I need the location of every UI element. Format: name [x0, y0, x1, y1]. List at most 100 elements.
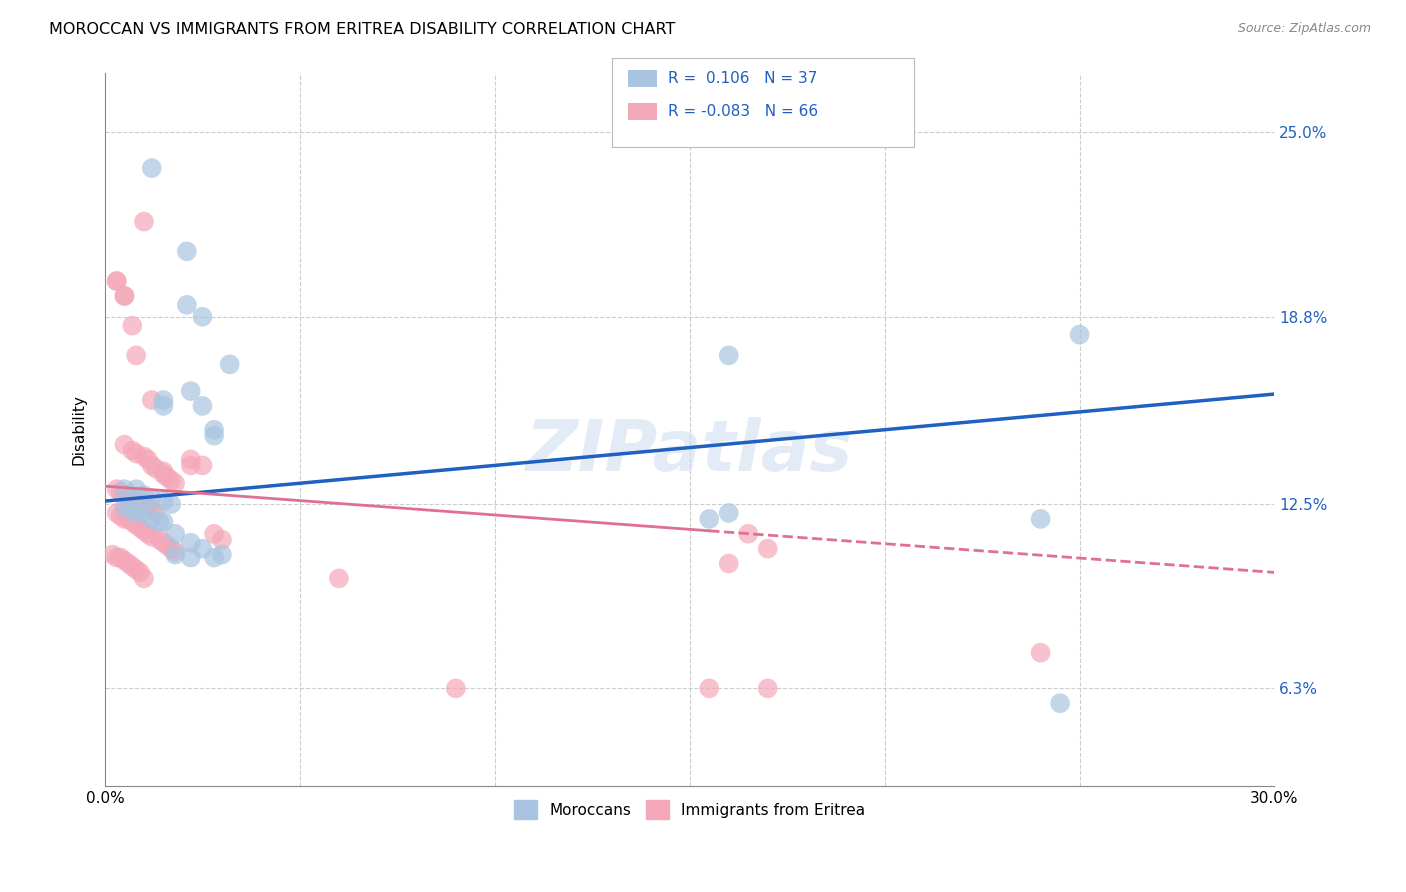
- Point: [110, 485, 132, 500]
- Point: [114, 512, 136, 526]
- Point: [180, 458, 202, 473]
- Text: R = -0.083   N = 66: R = -0.083 N = 66: [668, 104, 818, 119]
- Point: [114, 482, 136, 496]
- Point: [180, 550, 202, 565]
- Point: [136, 526, 159, 541]
- Point: [160, 497, 183, 511]
- Point: [141, 161, 163, 175]
- Point: [132, 214, 155, 228]
- Point: [165, 526, 187, 541]
- Point: [121, 515, 143, 529]
- Text: MOROCCAN VS IMMIGRANTS FROM ERITREA DISABILITY CORRELATION CHART: MOROCCAN VS IMMIGRANTS FROM ERITREA DISA…: [49, 22, 676, 37]
- Point: [125, 348, 148, 362]
- Point: [141, 392, 163, 407]
- Point: [121, 559, 143, 574]
- Point: [125, 562, 148, 576]
- Point: [125, 506, 148, 520]
- Point: [141, 530, 163, 544]
- Point: [165, 544, 187, 558]
- Point: [211, 533, 233, 547]
- Point: [129, 497, 152, 511]
- Point: [211, 548, 233, 562]
- Point: [125, 517, 148, 532]
- Point: [156, 539, 179, 553]
- Point: [1029, 512, 1052, 526]
- Point: [148, 533, 170, 547]
- Point: [160, 541, 183, 556]
- Point: [141, 491, 163, 505]
- Point: [152, 494, 174, 508]
- Point: [114, 488, 136, 502]
- Text: ZIPatlas: ZIPatlas: [526, 417, 853, 485]
- Point: [145, 461, 167, 475]
- Text: Source: ZipAtlas.com: Source: ZipAtlas.com: [1237, 22, 1371, 36]
- Y-axis label: Disability: Disability: [72, 394, 86, 465]
- Point: [191, 541, 214, 556]
- Point: [129, 521, 152, 535]
- Point: [125, 494, 148, 508]
- Point: [165, 548, 187, 562]
- Point: [101, 548, 124, 562]
- Point: [105, 274, 128, 288]
- Point: [180, 535, 202, 549]
- Point: [202, 526, 225, 541]
- Point: [152, 464, 174, 478]
- Point: [117, 491, 139, 505]
- Point: [114, 289, 136, 303]
- Point: [202, 550, 225, 565]
- Point: [110, 508, 132, 523]
- Point: [105, 506, 128, 520]
- Point: [125, 446, 148, 460]
- Point: [1029, 646, 1052, 660]
- Point: [156, 470, 179, 484]
- Point: [152, 399, 174, 413]
- Point: [176, 244, 198, 259]
- Point: [152, 535, 174, 549]
- Point: [141, 512, 163, 526]
- Point: [121, 491, 143, 505]
- Point: [717, 348, 740, 362]
- Point: [132, 488, 155, 502]
- Point: [136, 452, 159, 467]
- Point: [110, 550, 132, 565]
- Point: [328, 571, 350, 585]
- Point: [697, 512, 720, 526]
- Point: [697, 681, 720, 696]
- Point: [176, 298, 198, 312]
- Point: [105, 274, 128, 288]
- Point: [132, 450, 155, 464]
- Point: [191, 458, 214, 473]
- Point: [444, 681, 467, 696]
- Point: [152, 515, 174, 529]
- Point: [105, 482, 128, 496]
- Point: [132, 497, 155, 511]
- Point: [756, 681, 779, 696]
- Point: [148, 515, 170, 529]
- Point: [218, 357, 240, 371]
- Point: [191, 310, 214, 324]
- Point: [121, 503, 143, 517]
- Point: [105, 550, 128, 565]
- Point: [145, 506, 167, 520]
- Point: [141, 503, 163, 517]
- Point: [180, 452, 202, 467]
- Point: [132, 524, 155, 538]
- Point: [152, 467, 174, 482]
- Point: [191, 399, 214, 413]
- Point: [117, 557, 139, 571]
- Point: [114, 553, 136, 567]
- Point: [114, 437, 136, 451]
- Point: [1069, 327, 1091, 342]
- Point: [114, 289, 136, 303]
- Legend: Moroccans, Immigrants from Eritrea: Moroccans, Immigrants from Eritrea: [508, 795, 872, 825]
- Point: [756, 541, 779, 556]
- Point: [152, 392, 174, 407]
- Point: [165, 476, 187, 491]
- Point: [132, 571, 155, 585]
- Point: [717, 506, 740, 520]
- Point: [136, 500, 159, 514]
- Point: [180, 384, 202, 398]
- Point: [141, 458, 163, 473]
- Point: [132, 506, 155, 520]
- Point: [737, 526, 759, 541]
